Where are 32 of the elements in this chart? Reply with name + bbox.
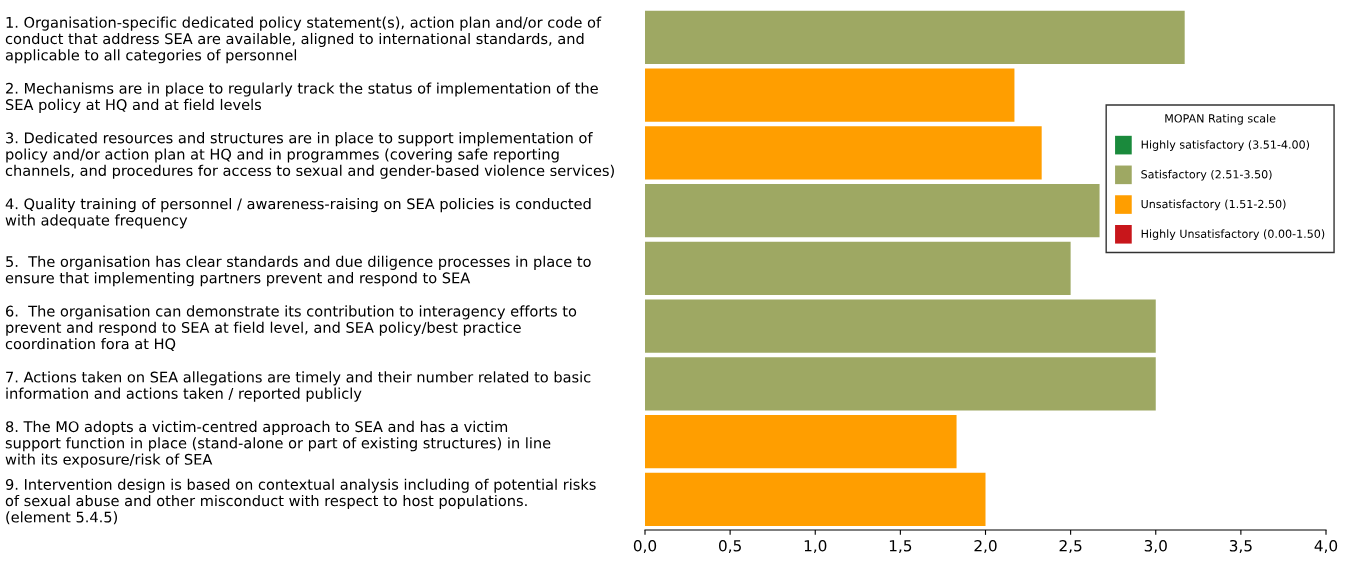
x-tick-label: 0,5	[718, 539, 741, 554]
y-tick-label: 6. The organisation can demonstrate its contribution to interagency efforts to prevent and respond to SEA at field level, and SEA policy/best practice coordination fora at HQ	[5, 305, 577, 351]
bar	[645, 299, 1156, 353]
bar	[645, 10, 1185, 64]
x-tick-label: 2,0	[974, 539, 997, 554]
x-tick-label: 4,0	[1314, 539, 1338, 554]
bar	[645, 241, 1071, 295]
bar	[645, 126, 1042, 180]
x-tick-label: 1,5	[889, 540, 912, 554]
y-tick-label: 8. The MO adopts a victim-centred approach to SEA and has a victim support function in place (stand-alone or part of existing structures) in line with its exposure/risk of SEA	[5, 420, 551, 468]
bar	[645, 184, 1100, 238]
y-tick-label: 4. Quality training of personnel / awareness-raising on SEA policies is conducted with adequate frequency	[5, 198, 591, 229]
legend-label: Highly Unsatisfactory (0.00-1.50)	[1141, 229, 1325, 241]
y-tick-label: 3. Dedicated resources and structures are in place to support implementation of policy and/or action plan at HQ and in programmes (covering safe reporting channels, and procedures for access to sexual and gender-based violence services)	[5, 132, 614, 179]
y-tick-label: 7. Actions taken on SEA allegations are timely and their number related to basic information and actions taken / reported publicly	[6, 371, 591, 402]
x-tick-label: 3,0	[1144, 539, 1167, 554]
x-tick-label: 0,0	[633, 539, 657, 554]
legend-title: MOPAN Rating scale	[1165, 113, 1276, 125]
legend-label: Highly satisfactory (3.51-4.00)	[1141, 140, 1310, 151]
y-tick-label: 1. Organisation-specific dedicated policy statement(s), action plan and/or code of conduct that address SEA are available, aligned to international standards, and applicable to all categories of personnel	[5, 16, 602, 64]
x-tick-label: 3,5	[1229, 539, 1252, 554]
y-tick-label: 5. The organisation has clear standards and due diligence processes in place to ensure that implementing partners prevent and respond to SEA	[5, 255, 591, 287]
bar	[645, 68, 1015, 122]
bar	[645, 415, 957, 469]
legend-label: Unsatisfactory (1.51-2.50)	[1141, 199, 1286, 211]
legend-label: Satisfactory (2.51-3.50)	[1141, 169, 1272, 181]
x-tick-label: 2,5	[1059, 539, 1082, 554]
bar	[645, 472, 986, 526]
y-tick-label: 9. Intervention design is based on contextual analysis including of potential risks of sexual abuse and other misconduct with respect to host populations. (element 5.4.5)	[5, 478, 596, 525]
bar	[645, 357, 1156, 411]
x-tick-label: 1,0	[804, 539, 827, 554]
y-tick-label: 2. Mechanisms are in place to regularly track the status of implementation of the SEA policy at HQ and at field levels	[5, 82, 598, 113]
